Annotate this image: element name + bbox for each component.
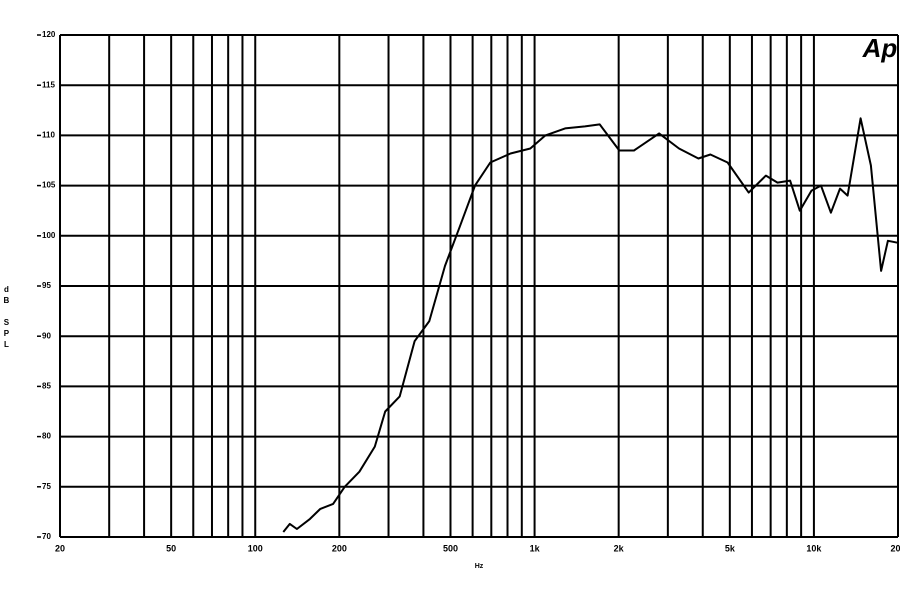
- y-tick-label: 100: [42, 231, 56, 240]
- y-tick-label: 85: [42, 382, 51, 391]
- x-tick-label: 50: [166, 543, 176, 553]
- x-tick-label: 20: [55, 543, 65, 553]
- y-tick-label: 120: [42, 30, 56, 39]
- y-tick-label: 90: [42, 331, 51, 340]
- x-axis-label: Hz: [475, 563, 484, 570]
- x-tick-label: 5k: [725, 543, 736, 553]
- x-tick-label: 1k: [530, 543, 541, 553]
- x-tick-label: 20k: [890, 543, 900, 553]
- y-tick-label: 75: [42, 482, 51, 491]
- y-tick-label: 110: [42, 131, 55, 140]
- line: [282, 117, 899, 533]
- y-tick-label: 115: [42, 80, 55, 89]
- logo: Ap: [862, 33, 898, 63]
- x-tick-label: 100: [248, 543, 263, 553]
- x-tick-label: 10k: [806, 543, 822, 553]
- x-tick-label: 200: [332, 543, 347, 553]
- y-tick-label: 80: [42, 432, 51, 441]
- y-tick-label: 105: [42, 181, 56, 190]
- x-tick-label: 2k: [614, 543, 625, 553]
- x-tick-label: 500: [443, 543, 458, 553]
- y-tick-label: 70: [42, 532, 51, 541]
- y-tick-label: 95: [42, 281, 51, 290]
- y-axis-label: dB SPL: [2, 285, 11, 351]
